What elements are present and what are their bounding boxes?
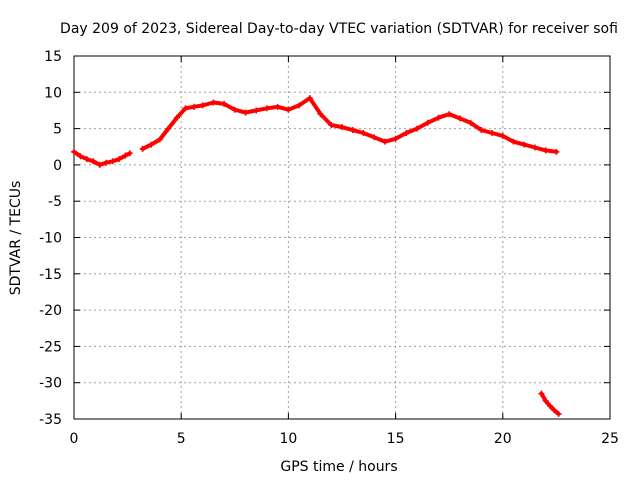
data-series: [71, 95, 562, 417]
tick-labels: 0 5 10 15 20 25 15 10 5 0 -5 -10 -15 -20 -25 -30 -35: [39, 49, 619, 447]
data-point: [328, 121, 335, 128]
y-tick-label: -20: [39, 303, 62, 319]
data-point: [510, 138, 517, 145]
data-point: [456, 115, 463, 122]
x-tick-label: 10: [279, 431, 297, 447]
data-point: [478, 127, 485, 134]
data-point: [392, 135, 399, 142]
data-point: [77, 153, 84, 160]
y-tick-label: 15: [44, 49, 62, 65]
series-line: [72, 149, 132, 167]
x-tick-label: 15: [387, 431, 405, 447]
y-tick-label: 0: [53, 158, 62, 174]
data-point: [242, 109, 249, 116]
x-axis-label: GPS time / hours: [280, 459, 397, 475]
x-tick-label: 20: [494, 431, 512, 447]
data-point: [414, 125, 421, 132]
y-tick-label: 10: [44, 85, 62, 101]
data-point: [538, 390, 545, 397]
data-point: [182, 105, 189, 112]
data-point: [96, 161, 103, 168]
grid: [74, 56, 610, 419]
data-point: [263, 105, 270, 112]
data-point: [542, 397, 549, 404]
data-point: [116, 156, 123, 163]
x-tick-label: 0: [70, 431, 79, 447]
data-point: [403, 129, 410, 136]
data-point: [499, 132, 506, 139]
data-point: [274, 103, 281, 110]
data-point: [553, 148, 560, 155]
data-point: [253, 107, 260, 114]
y-tick-label: -25: [39, 339, 62, 355]
data-point: [83, 156, 90, 163]
data-point: [71, 148, 77, 155]
data-point: [546, 402, 553, 409]
y-tick-label: -5: [48, 194, 62, 210]
data-point: [467, 119, 474, 126]
data-point: [103, 159, 110, 166]
data-point: [210, 99, 217, 106]
x-tick-label: 25: [601, 431, 619, 447]
chart-title: Day 209 of 2023, Sidereal Day-to-day VTE…: [60, 21, 618, 37]
series-2: [139, 95, 560, 155]
data-point: [199, 102, 206, 109]
axis-ticks: [73, 55, 611, 420]
data-point: [148, 141, 155, 148]
data-point: [339, 124, 345, 131]
data-point: [173, 114, 180, 121]
y-tick-label: -15: [39, 267, 62, 283]
data-point: [231, 106, 238, 113]
data-point: [555, 410, 562, 417]
data-point: [360, 129, 367, 136]
data-point: [126, 150, 133, 157]
data-point: [296, 102, 303, 109]
series-3: [538, 390, 562, 417]
data-point: [156, 136, 163, 143]
data-point: [371, 134, 378, 141]
data-point: [349, 127, 356, 134]
y-tick-label: -10: [39, 231, 62, 247]
data-point: [381, 138, 388, 145]
series-1: [71, 148, 133, 168]
data-point: [435, 114, 442, 121]
x-tick-label: 5: [177, 431, 186, 447]
data-point: [90, 158, 97, 165]
data-point: [317, 111, 324, 118]
data-point: [122, 152, 129, 159]
data-point: [306, 95, 313, 102]
data-point: [191, 103, 198, 110]
data-point: [446, 111, 453, 118]
data-point: [221, 100, 228, 107]
y-axis-label: SDTVAR / TECUs: [8, 181, 24, 296]
data-point: [165, 125, 172, 132]
data-point: [551, 407, 558, 414]
data-point: [139, 145, 146, 152]
data-point: [489, 129, 496, 136]
data-point: [424, 119, 431, 126]
data-point: [521, 141, 528, 148]
data-point: [531, 144, 538, 151]
y-tick-label: -35: [39, 412, 62, 428]
data-point: [285, 106, 292, 113]
y-tick-label: -30: [39, 376, 62, 392]
data-point: [109, 158, 116, 165]
y-tick-label: 5: [53, 122, 62, 138]
data-point: [542, 147, 549, 154]
